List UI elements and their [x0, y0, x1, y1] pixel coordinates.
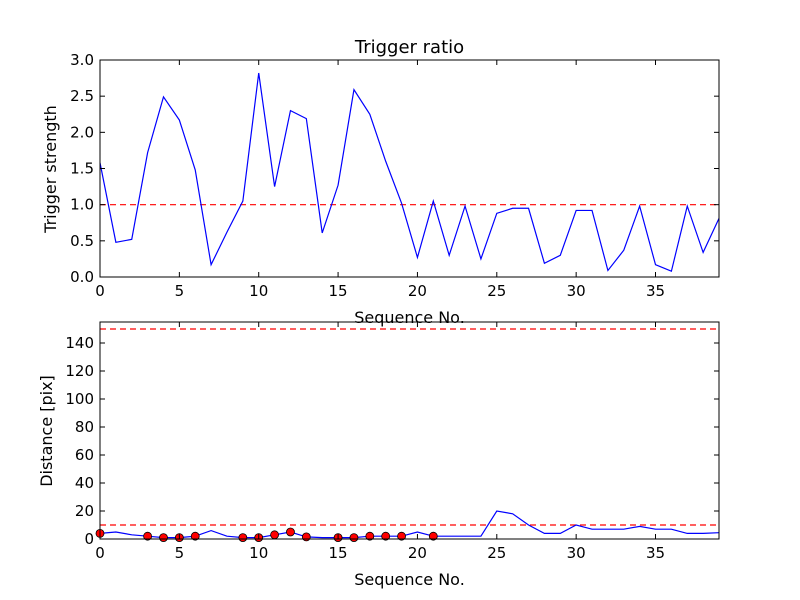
data-point: [301, 532, 311, 542]
plot-frame: [99, 321, 720, 540]
x-tick-label: 20: [408, 544, 427, 562]
y-tick-label: 140: [65, 334, 94, 352]
x-tick-label: 25: [487, 544, 506, 562]
data-point: [238, 533, 248, 542]
y-tick-label: 0: [84, 530, 94, 548]
x-tick-label: 15: [329, 282, 348, 300]
y-tick-label: 0.0: [70, 268, 94, 286]
data-point: [143, 531, 153, 541]
data-point: [159, 533, 168, 542]
x-tick-label: 10: [249, 282, 268, 300]
x-tick-label: 0: [95, 282, 105, 300]
y-tick-label: 40: [75, 474, 94, 492]
y-tick-label: 2.5: [70, 87, 94, 105]
y-tick-label: 60: [75, 446, 94, 464]
x-tick-label: 20: [408, 282, 427, 300]
data-point: [286, 527, 295, 537]
data-point: [397, 531, 406, 541]
data-point: [381, 531, 391, 541]
x-tick-label: 35: [646, 282, 665, 300]
series-line-0: [99, 72, 720, 273]
x-tick-label: 25: [487, 282, 506, 300]
y-tick-label: 80: [75, 418, 94, 436]
y-tick-label: 20: [75, 502, 94, 520]
x-tick-label: 5: [175, 282, 185, 300]
data-point: [349, 533, 359, 542]
y-tick-label: 2.0: [70, 123, 94, 141]
y-tick-label: 100: [65, 390, 94, 408]
data-point: [365, 531, 375, 541]
series-line-0: [99, 510, 720, 539]
y-axis-label: Distance [pix]: [37, 375, 56, 487]
distance-plot: Sequence No. Distance [pix] 0 5 10 15 20 25 30…: [37, 321, 720, 589]
x-tick-label: 10: [249, 544, 268, 562]
x-tick-label: 30: [567, 544, 586, 562]
data-point: [190, 531, 200, 541]
y-axis-label: Trigger strength: [41, 105, 60, 234]
chart-title: Trigger ratio: [354, 37, 464, 58]
trigger-ratio-plot: Trigger ratio Sequence No. Trigger stren…: [41, 37, 720, 327]
y-tick-label: 3.0: [70, 51, 94, 69]
data-point: [428, 531, 438, 541]
data-point: [270, 530, 279, 540]
y-tick-label: 120: [65, 362, 94, 380]
x-tick-label: 30: [567, 282, 586, 300]
x-axis-label: Sequence No.: [354, 308, 465, 327]
y-tick-label: 1.5: [70, 160, 94, 178]
x-tick-label: 0: [95, 544, 105, 562]
x-axis-label: Sequence No.: [354, 570, 465, 589]
x-tick-label: 5: [175, 544, 185, 562]
y-tick-label: 1.0: [70, 196, 94, 214]
x-tick-label: 15: [329, 544, 348, 562]
x-tick-label: 35: [646, 544, 665, 562]
y-tick-label: 0.5: [70, 232, 94, 250]
